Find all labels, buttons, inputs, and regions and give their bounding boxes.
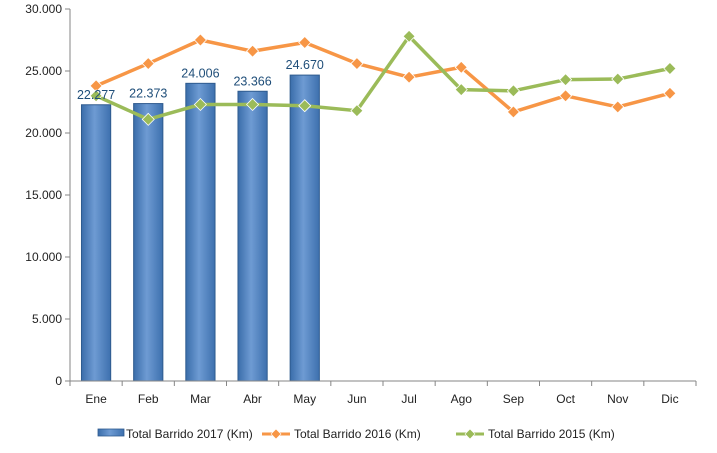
line-marker [402, 29, 416, 43]
line-marker [350, 56, 364, 71]
legend-label: Total Barrido 2016 (Km) [294, 427, 421, 441]
y-tick-label: 0 [55, 374, 62, 388]
data-label: 24.670 [286, 58, 324, 72]
y-tick-label: 5.000 [32, 312, 62, 326]
y-tick-label: 10.000 [25, 250, 62, 264]
y-tick-label: 15.000 [25, 188, 62, 202]
x-tick-label: Feb [138, 392, 159, 406]
line-series [89, 29, 677, 126]
legend-label: Total Barrido 2015 (Km) [488, 427, 615, 441]
line-marker [246, 44, 260, 58]
x-tick-label: Mar [190, 392, 211, 406]
x-tick-label: May [293, 392, 316, 406]
x-tick-label: Oct [556, 392, 575, 406]
bar [185, 82, 216, 382]
legend-swatch [97, 428, 125, 437]
legend: Total Barrido 2017 (Km) Total Barrido 201… [97, 427, 615, 441]
line-marker [611, 72, 625, 86]
y-axis: 0 5.000 10.000 15.000 20.000 25.000 30.000 [25, 2, 71, 388]
line-marker [559, 73, 573, 87]
line-marker [559, 89, 573, 103]
line-marker [141, 112, 155, 126]
x-tick-label: Abr [243, 392, 262, 406]
line-marker [454, 60, 468, 74]
bar [133, 103, 164, 382]
data-label: 22.373 [129, 87, 167, 101]
x-tick-label: Nov [607, 392, 628, 406]
plot-area: 0 5.000 10.000 15.000 20.000 25.000 30.000 Ene… [25, 2, 697, 406]
bar [80, 104, 112, 382]
legend-marker [464, 428, 476, 440]
line-marker [193, 97, 207, 112]
line-marker [246, 97, 260, 112]
bar-series-2017 [80, 74, 320, 382]
x-tick-label: Sep [503, 392, 525, 406]
line-2016 [95, 38, 671, 114]
x-tick-label: Ene [85, 392, 107, 406]
y-tick-label: 20.000 [25, 126, 62, 140]
line-marker [193, 33, 207, 47]
line-marker [298, 99, 312, 113]
line-marker [506, 105, 520, 119]
data-label: 24.006 [181, 66, 219, 80]
bar [289, 74, 320, 382]
line-marker [89, 89, 103, 103]
x-tick-label: Jul [401, 392, 416, 406]
line-marker [506, 84, 520, 98]
y-tick-label: 25.000 [25, 64, 62, 78]
line-marker [611, 100, 625, 114]
data-labels: 22.277 22.373 24.006 23.366 24.670 [77, 58, 324, 102]
x-tick-label: Ago [451, 392, 473, 406]
y-tick-label: 30.000 [25, 2, 62, 16]
x-tick-label: Jun [347, 392, 366, 406]
line-marker [663, 61, 677, 76]
data-label: 23.366 [233, 74, 271, 88]
x-axis: Ene Feb Mar Abr May Jun Jul Ago Sep Oct Nov Dic [69, 380, 697, 406]
data-label: 22.277 [77, 88, 115, 102]
bar [237, 90, 268, 382]
line-marker [298, 35, 312, 50]
legend-label: Total Barrido 2017 (Km) [126, 427, 253, 441]
line-2015 [95, 34, 671, 122]
line-marker [454, 83, 468, 97]
x-tick-label: Dic [661, 392, 678, 406]
line-marker [141, 56, 155, 71]
line-marker [350, 104, 364, 118]
legend-marker [270, 428, 282, 440]
line-marker [663, 86, 677, 100]
line-marker [402, 70, 416, 84]
